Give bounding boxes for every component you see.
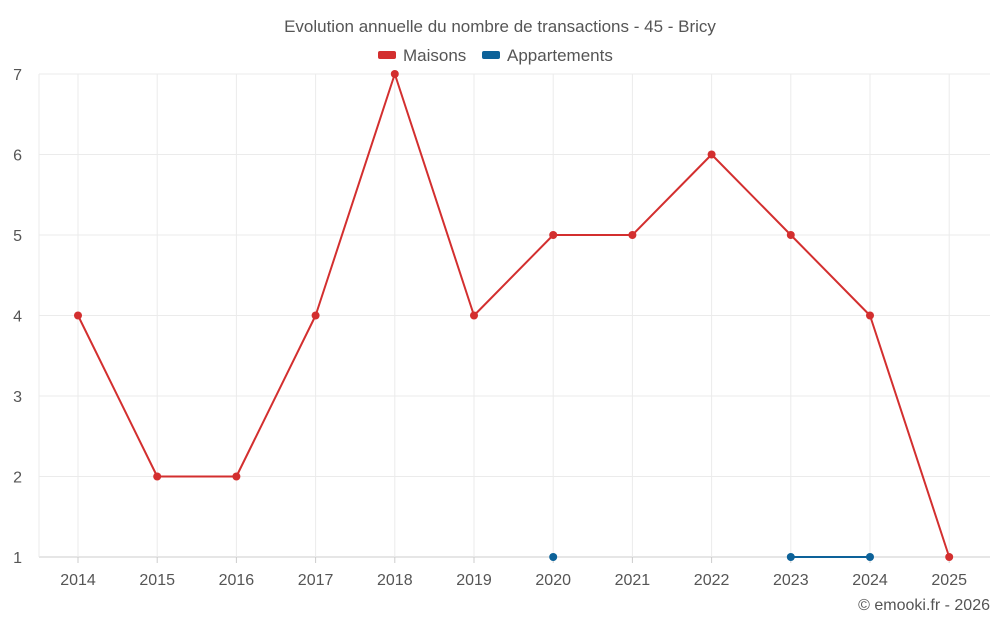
y-tick-label: 1 (13, 550, 22, 567)
y-tick-label: 6 (13, 148, 22, 165)
x-tick-label: 2019 (456, 572, 492, 589)
chart-title: Evolution annuelle du nombre de transact… (284, 17, 716, 36)
data-point-maisons-2023[interactable] (786, 231, 795, 239)
y-tick-label: 2 (13, 470, 22, 487)
data-point-maisons-2016[interactable] (232, 472, 241, 481)
legend-item-appartements[interactable]: Appartements (482, 46, 613, 65)
data-point-maisons-2024[interactable] (866, 311, 874, 320)
y-tick-label: 4 (13, 309, 22, 326)
data-point-maisons-2020[interactable] (549, 231, 558, 239)
y-tick-label: 5 (13, 228, 22, 245)
y-tick-label: 3 (13, 389, 22, 406)
data-point-maisons-2021[interactable] (628, 231, 637, 239)
x-tick-label: 2014 (60, 572, 96, 589)
data-point-maisons-2025[interactable] (945, 553, 954, 561)
data-point-maisons-2018[interactable] (390, 70, 399, 78)
legend: Maisons Appartements (378, 46, 613, 65)
x-tick-label: 2020 (535, 572, 571, 589)
x-tick-label: 2017 (298, 572, 334, 589)
data-point-maisons-2022[interactable] (707, 150, 716, 159)
data-point-maisons-2015[interactable] (153, 472, 162, 481)
data-point-appartements-2020[interactable] (549, 553, 558, 561)
data-point-maisons-2017[interactable] (311, 311, 320, 320)
gridlines (39, 73, 990, 558)
x-tick-label: 2018 (377, 572, 413, 589)
data-point-appartements-2024[interactable] (866, 553, 874, 561)
series-line-maisons (77, 73, 951, 558)
x-tick-label: 2015 (139, 572, 175, 589)
legend-item-maisons[interactable]: Maisons (378, 46, 466, 65)
data-point-maisons-2019[interactable] (470, 311, 478, 320)
axes: 1 2 3 4 5 6 7 2014 2015 2016 2017 2018 2019 2020 2021 2… (13, 67, 967, 589)
data-point-appartements-2023[interactable] (786, 553, 795, 561)
x-tick-label: 2024 (852, 572, 888, 589)
plot-area (74, 70, 954, 561)
legend-label-maisons: Maisons (403, 46, 466, 65)
data-point-maisons-2014[interactable] (74, 311, 82, 320)
x-tick-label: 2025 (931, 572, 967, 589)
y-tick-label: 7 (13, 67, 22, 84)
credit-text: © emooki.fr - 2026 (858, 597, 990, 614)
x-tick-label: 2021 (615, 572, 651, 589)
legend-label-appartements: Appartements (507, 46, 613, 65)
x-tick-label: 2023 (773, 572, 809, 589)
x-tick-label: 2016 (219, 572, 255, 589)
legend-swatch-maisons (378, 51, 396, 59)
legend-swatch-appartements (482, 51, 500, 59)
x-tick-label: 2022 (694, 572, 730, 589)
